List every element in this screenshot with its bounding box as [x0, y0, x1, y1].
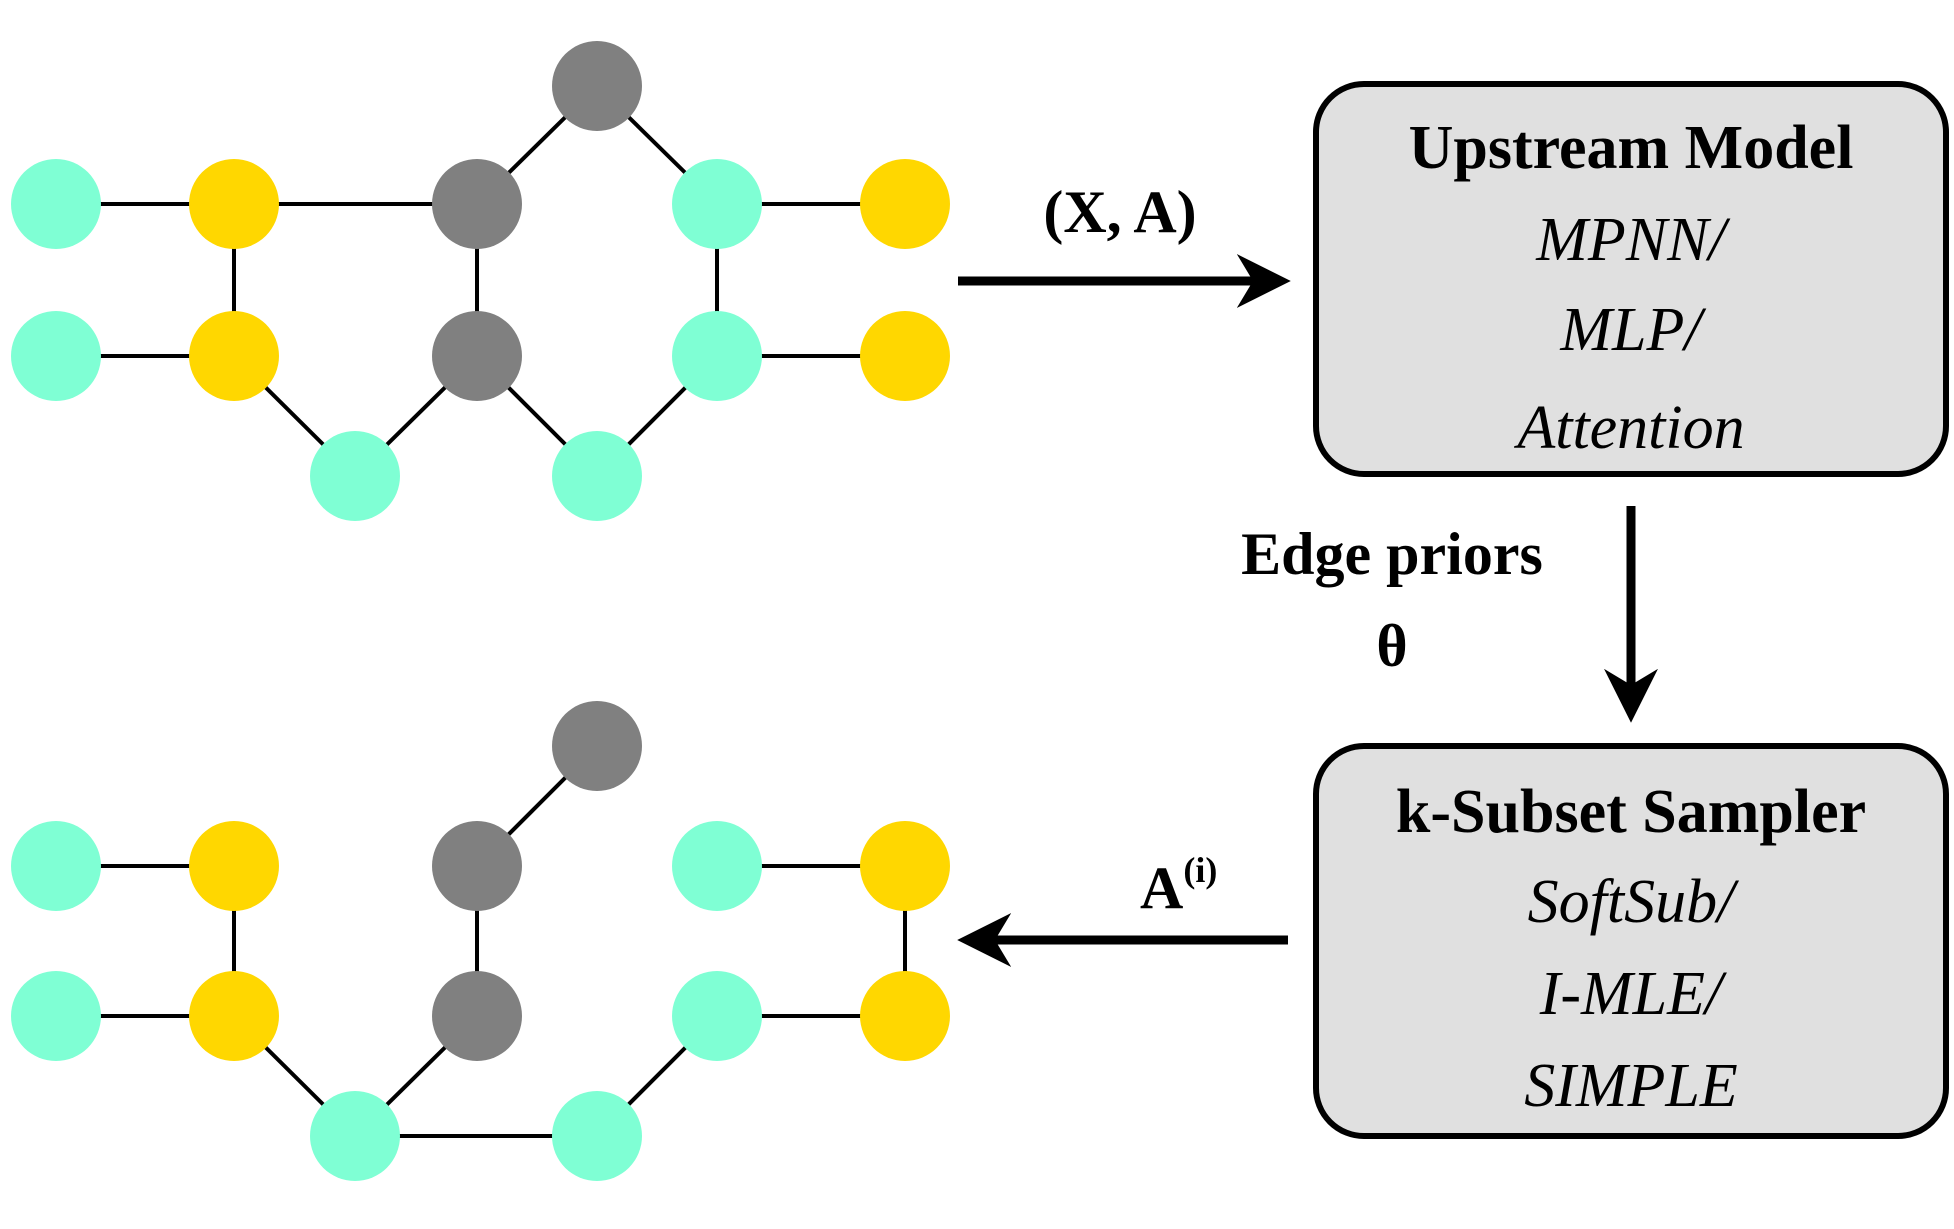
input-graph-node-n7	[11, 311, 101, 401]
sampler-option-2: I-MLE/	[1539, 960, 1727, 1028]
input-graph	[11, 41, 950, 521]
output-label: A(i)	[1140, 850, 1217, 921]
upstream-option-2: MLP/	[1559, 296, 1706, 364]
upstream-option-1: MPNN/	[1535, 206, 1730, 274]
input-graph-node-n8	[189, 311, 279, 401]
sampled-graph-node-m11	[860, 971, 950, 1061]
sampled-graph-node-m5	[672, 821, 762, 911]
edge-priors-label: Edge priors	[1241, 521, 1543, 587]
sampled-graph-nodes	[11, 701, 950, 1181]
input-graph-edges	[56, 84, 905, 478]
sampled-graph-node-m6	[860, 821, 950, 911]
upstream-option-3: Attention	[1513, 394, 1744, 462]
upstream-model-title: Upstream Model	[1409, 114, 1854, 182]
input-graph-node-n3	[432, 159, 522, 249]
input-graph-node-n11	[860, 311, 950, 401]
sampled-graph-node-m10	[672, 971, 762, 1061]
theta-label: θ	[1376, 613, 1407, 679]
input-graph-node-n6	[860, 159, 950, 249]
input-graph-nodes	[11, 41, 950, 521]
input-graph-node-n13	[552, 431, 642, 521]
sampled-graph-node-m9	[432, 971, 522, 1061]
upstream-model-box: Upstream Model MPNN/ MLP/ Attention	[1313, 81, 1949, 477]
sampled-graph-node-m8	[189, 971, 279, 1061]
output-label-base: A	[1140, 855, 1183, 921]
sampled-graph-node-m12	[310, 1091, 400, 1181]
k-subset-sampler-box: k-Subset Sampler SoftSub/ I-MLE/ SIMPLE	[1313, 743, 1949, 1139]
input-graph-node-n5	[672, 159, 762, 249]
sampled-graph-node-m13	[552, 1091, 642, 1181]
input-graph-node-n10	[672, 311, 762, 401]
sampled-graph-node-m3	[432, 821, 522, 911]
sampled-graph-node-m4	[552, 701, 642, 791]
input-graph-node-n4	[552, 41, 642, 131]
input-label: (X, A)	[1043, 179, 1196, 245]
sampler-option-1: SoftSub/	[1528, 868, 1739, 936]
input-graph-node-n12	[310, 431, 400, 521]
sampled-graph-node-m2	[189, 821, 279, 911]
sampled-graph-node-m1	[11, 821, 101, 911]
input-graph-node-n2	[189, 159, 279, 249]
sampler-title: k-Subset Sampler	[1396, 778, 1866, 846]
input-graph-node-n9	[432, 311, 522, 401]
sampler-option-3: SIMPLE	[1524, 1052, 1738, 1120]
output-label-superscript: (i)	[1183, 850, 1217, 890]
sampled-graph-node-m7	[11, 971, 101, 1061]
input-graph-node-n1	[11, 159, 101, 249]
sampled-graph	[11, 701, 950, 1181]
sampled-graph-edges	[56, 744, 907, 1138]
